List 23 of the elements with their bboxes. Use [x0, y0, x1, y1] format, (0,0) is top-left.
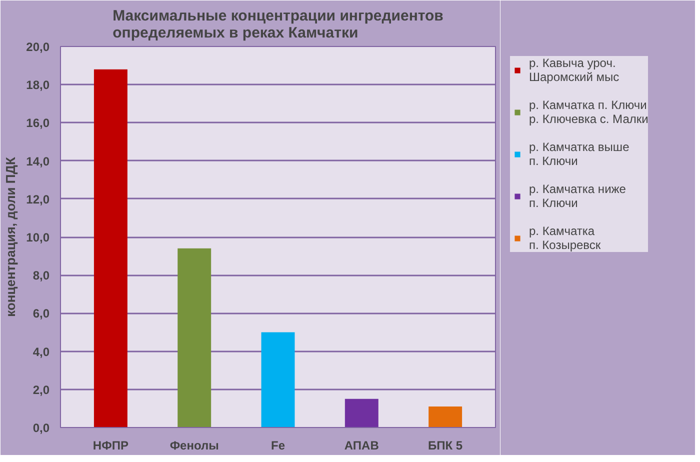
- legend-label: р. Кавыча уроч. Шаромский мыс: [529, 56, 620, 84]
- x-tick-label: Fe: [271, 438, 286, 452]
- legend-label: р. Камчатка п. Козыревск: [529, 224, 601, 252]
- y-tick-label: 2,0: [32, 382, 50, 397]
- x-tick-label: АПАВ: [344, 438, 380, 452]
- y-tick-label: 20,0: [26, 40, 50, 54]
- y-tick-label: 0,0: [32, 421, 50, 435]
- y-tick-label: 12,0: [26, 192, 50, 206]
- y-tick-label: 18,0: [26, 78, 50, 92]
- y-tick-label: 10,0: [26, 230, 50, 244]
- y-tick-label: 16,0: [26, 116, 50, 130]
- legend-label: р. Камчатка ниже п. Ключи: [529, 182, 626, 210]
- y-axis-title: концентрация, доли ПДК: [3, 157, 18, 317]
- x-tick-label: НФПР: [92, 438, 128, 452]
- y-tick-label: 6,0: [32, 306, 50, 321]
- chart-title: Максимальные концентрации ингредиентов определяемых в реках Камчатки: [112, 8, 444, 42]
- legend-label: р. Камчатка выше п. Ключи: [529, 140, 630, 168]
- x-tick-label: Фенолы: [170, 438, 219, 452]
- y-tick-label: 14,0: [26, 154, 50, 168]
- legend-label: р. Камчатка п. Ключи р. Ключевка с. Малки: [529, 98, 648, 126]
- y-tick-label: 4,0: [32, 344, 50, 359]
- y-tick-label: 8,0: [32, 268, 50, 283]
- x-tick-label: БПК 5: [428, 438, 463, 452]
